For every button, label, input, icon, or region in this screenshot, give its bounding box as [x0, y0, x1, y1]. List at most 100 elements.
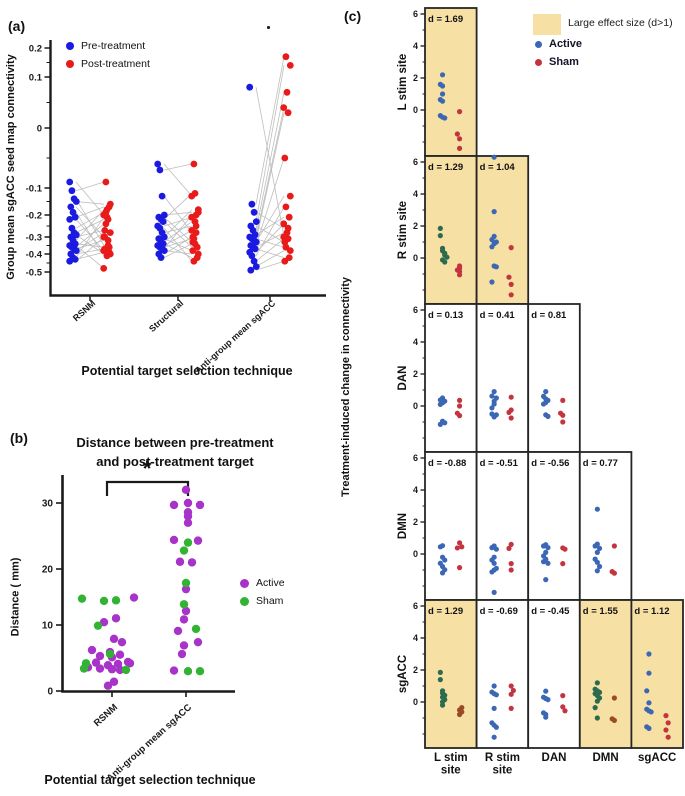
data-point-active — [491, 683, 497, 689]
data-point-active — [646, 651, 652, 657]
data-point-active — [491, 154, 497, 160]
active-dot-icon — [535, 41, 542, 48]
y-tick-label: 2 — [413, 665, 418, 675]
pair-line — [75, 181, 105, 192]
effect-size-label: d = -0.69 — [480, 606, 518, 617]
data-point-active — [115, 665, 125, 675]
data-point-sham — [560, 419, 566, 425]
data-point-post — [103, 213, 111, 221]
pair-line — [75, 245, 105, 269]
y-tick-label: 30 — [42, 499, 54, 510]
data-point-active — [592, 543, 598, 549]
y-tick-label: 4 — [413, 337, 418, 347]
data-point-pre — [71, 256, 79, 263]
axis-lines — [61, 475, 235, 693]
active-legend-label: Active — [256, 577, 285, 589]
pair-line — [163, 193, 193, 220]
data-point-pre — [250, 257, 258, 265]
effect-size-label: d = 0.81 — [531, 310, 567, 321]
data-point-active — [175, 557, 185, 566]
panel-c-y-axis-label: Treatment-induced change in connectivity — [340, 276, 353, 498]
data-point-active — [594, 715, 600, 721]
data-point-pre — [252, 263, 260, 270]
y-tick-label: 2 — [413, 369, 418, 379]
data-point-active — [439, 98, 446, 104]
post-treatment-legend-label: Post-treatment — [81, 58, 150, 70]
pair-line — [163, 216, 193, 227]
pair-line — [163, 209, 193, 238]
data-point-active — [439, 91, 446, 97]
data-point-sham — [79, 664, 89, 673]
matrix-cell-highlighted — [424, 7, 478, 157]
data-point-active — [442, 557, 448, 563]
panel-c-chart: 6 4 2 0 6 4 2 0 6 4 2 0 6 4 2 0 6 4 2 0 d = 1.69 d = 1.29 d = … — [397, 7, 684, 777]
effect-size-label: d = 1.29 — [428, 162, 463, 173]
data-point-pre — [246, 83, 254, 91]
col-label: sgACC — [638, 752, 676, 764]
data-point-sham — [562, 708, 568, 714]
data-point-pre — [159, 218, 167, 226]
data-point-active — [183, 498, 193, 508]
matrix-cell-highlighted — [424, 599, 478, 749]
data-point-pre — [156, 166, 164, 174]
effect-size-label: d = 0.13 — [428, 310, 463, 321]
data-point-sham — [508, 281, 514, 287]
data-point-sham — [456, 272, 463, 278]
data-point-active — [442, 115, 448, 121]
y-tick-label: 6 — [413, 157, 418, 167]
col-label: R stim — [485, 752, 520, 764]
data-point-active — [109, 634, 119, 644]
panel-a-legend-post: Post-treatment — [66, 58, 150, 70]
data-point-active — [491, 734, 497, 740]
data-point-sham — [560, 412, 566, 418]
data-point-active — [493, 546, 499, 552]
data-point-active — [489, 237, 495, 243]
pair-line — [75, 230, 105, 238]
data-point-active — [195, 500, 205, 510]
data-point-pre — [252, 218, 260, 226]
pair-line — [255, 238, 285, 262]
data-point-active — [442, 420, 448, 426]
data-point-post — [283, 229, 291, 237]
matrix-cell-highlighted — [424, 155, 478, 305]
pair-line — [255, 157, 285, 246]
effect-size-label: d = 1.04 — [480, 162, 516, 173]
effect-size-label: d = -0.45 — [531, 606, 570, 617]
panel-a-chart: 0.2 0.1 0 -0.1 -0.2 -0.3 -0.4 -0.5 RSNM Structura… — [26, 40, 326, 375]
data-point-sham — [459, 544, 465, 550]
highlight-swatch-icon — [533, 14, 561, 35]
data-point-active — [107, 665, 117, 674]
data-point-sham — [105, 649, 115, 659]
data-point-sham — [508, 394, 514, 400]
data-point-pre — [68, 187, 76, 195]
pair-line — [163, 243, 193, 258]
panel-a-dots — [66, 53, 294, 274]
effect-size-label: d = 1.12 — [634, 606, 669, 617]
data-point-sham — [510, 687, 516, 694]
panel-b-x-axis-label: Potential target selection technique — [44, 773, 256, 787]
matrix-cell — [527, 599, 581, 749]
data-point-active — [592, 705, 598, 711]
data-point-post — [100, 265, 108, 272]
data-point-active — [439, 702, 446, 708]
data-point-pre — [248, 200, 256, 208]
data-point-active — [545, 697, 551, 703]
data-point-active — [103, 681, 113, 690]
data-point-post — [282, 203, 290, 211]
sham-legend-label: Sham — [256, 595, 284, 607]
data-point-post — [105, 248, 113, 256]
matrix-cell — [424, 303, 478, 453]
data-point-pre — [72, 198, 80, 205]
stray-mark — [267, 26, 270, 29]
data-point-sham — [508, 292, 514, 298]
data-point-sham — [456, 145, 463, 151]
data-point-active — [442, 259, 448, 265]
data-point-post — [189, 247, 197, 255]
data-point-active — [491, 414, 497, 420]
effect-size-label: d = 1.69 — [428, 14, 463, 25]
data-point-sham — [456, 711, 463, 718]
y-tick-label: 0 — [413, 549, 418, 559]
data-point-post — [283, 88, 291, 96]
pair-line — [255, 250, 285, 267]
